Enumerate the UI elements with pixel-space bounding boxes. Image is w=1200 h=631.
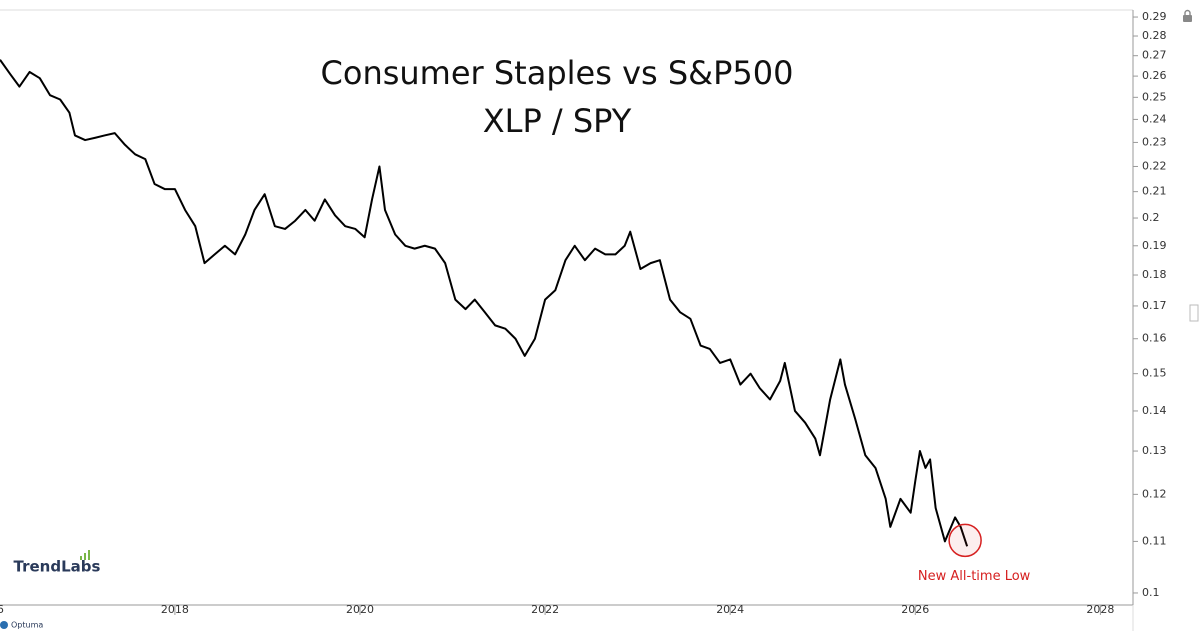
y-tick-label: 0.1 [1142,586,1160,599]
x-tick-label: 2026 [901,603,929,616]
chart-title: Consumer Staples vs S&P500 [321,54,794,92]
y-tick-label: 0.27 [1142,49,1167,62]
y-tick-label: 0.29 [1142,10,1167,23]
chart-subtitle: XLP / SPY [483,102,632,140]
x-tick-label: 2028 [1086,603,1114,616]
x-tick-label: 2024 [716,603,744,616]
x-tick-label: 2016 [0,603,4,616]
y-tick-label: 0.26 [1142,69,1167,82]
logo-bars [80,550,90,560]
y-tick-label: 0.16 [1142,332,1167,345]
y-tick-label: 0.28 [1142,29,1167,42]
y-tick-label: 0.24 [1142,112,1167,125]
y-tick-label: 0.12 [1142,487,1167,500]
x-tick-label: 2018 [161,603,189,616]
x-tick-label: 2022 [531,603,559,616]
y-tick-label: 0.11 [1142,534,1167,547]
y-tick-label: 0.13 [1142,444,1167,457]
footer-icon [0,621,8,629]
y-tick-label: 0.15 [1142,367,1167,380]
y-tick-label: 0.22 [1142,159,1167,172]
logo: TrendLabs [14,558,101,576]
y-tick-label: 0.17 [1142,299,1167,312]
y-tick-label: 0.19 [1142,239,1167,252]
x-tick-label: 2020 [346,603,374,616]
y-tick-label: 0.23 [1142,135,1167,148]
price-ratio-line [0,59,969,547]
y-tick-label: 0.18 [1142,268,1167,281]
y-tick-label: 0.2 [1142,211,1160,224]
annotation: New All-time Low [918,569,1031,584]
low-highlight [948,523,982,558]
footer: Optuma [11,621,43,630]
lock-icon [1183,9,1192,22]
y-tick-label: 0.21 [1142,185,1167,198]
y-tick-label: 0.14 [1142,404,1167,417]
side-handle [1189,304,1199,322]
y-tick-label: 0.25 [1142,90,1167,103]
